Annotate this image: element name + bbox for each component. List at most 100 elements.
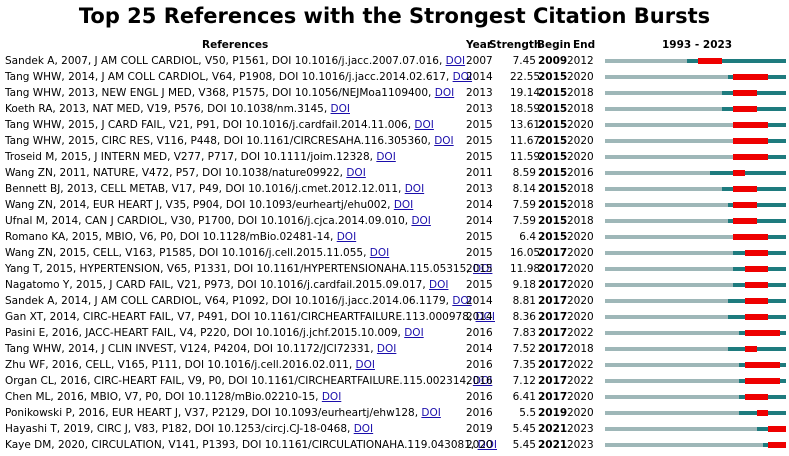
doi-link[interactable]: DOI — [421, 407, 441, 419]
doi-link[interactable]: DOI — [472, 263, 493, 275]
table-row: Sandek A, 2014, J AM COLL CARDIOL, V64, … — [0, 293, 789, 309]
doi-link[interactable]: DOI — [353, 423, 374, 435]
reference-text: Chen ML, 2016, MBIO, V7, P0, DOI 10.1128… — [5, 389, 341, 405]
doi-link[interactable]: DOI — [411, 215, 431, 227]
strength-cell: 7.59 — [512, 215, 536, 227]
burst-bar — [733, 234, 769, 240]
doi-link[interactable]: DOI — [404, 327, 424, 339]
timeline-pre-publication — [605, 251, 734, 255]
timeline-active-period — [727, 347, 786, 351]
begin-cell: 2015 — [538, 199, 568, 211]
doi-link[interactable]: DOI — [376, 151, 396, 163]
table-row: Ufnal M, 2014, CAN J CARDIOL, V30, P1700… — [0, 213, 789, 229]
year-cell: 2015 — [466, 119, 493, 131]
doi-link[interactable]: DOI — [369, 247, 390, 259]
timeline-pre-publication — [605, 411, 740, 415]
header-timeline-range: 1993 - 2023 — [662, 39, 733, 51]
doi-link[interactable]: DOI — [393, 199, 414, 211]
reference-citation: Organ CL, 2016, CIRC-HEART FAIL, V9, P0,… — [5, 375, 473, 387]
strength-cell: 7.59 — [512, 199, 536, 211]
strength-cell: 7.12 — [512, 375, 536, 387]
burst-bar — [745, 266, 769, 272]
table-row: Tang WHW, 2015, CIRC RES, V116, P448, DO… — [0, 133, 789, 149]
table-row: Tang WHW, 2013, NEW ENGL J MED, V368, P1… — [0, 85, 789, 101]
doi-link[interactable]: DOI — [346, 167, 366, 179]
begin-cell: 2017 — [538, 311, 568, 323]
burst-timeline — [605, 138, 786, 144]
table-row: Organ CL, 2016, CIRC-HEART FAIL, V9, P0,… — [0, 373, 789, 389]
year-cell: 2014 — [466, 343, 493, 355]
timeline-pre-publication — [605, 315, 728, 319]
doi-link[interactable]: DOI — [321, 391, 342, 403]
end-cell: 2018 — [567, 343, 594, 355]
strength-cell: 5.5 — [519, 407, 536, 419]
timeline-pre-publication — [605, 123, 734, 127]
doi-link[interactable]: DOI — [472, 375, 493, 387]
doi-link[interactable]: DOI — [376, 343, 397, 355]
doi-link[interactable]: DOI — [452, 71, 473, 83]
doi-link[interactable]: DOI — [414, 119, 434, 131]
doi-link[interactable]: DOI — [434, 87, 455, 99]
reference-citation: Tang WHW, 2015, J CARD FAIL, V21, P91, D… — [5, 119, 415, 131]
end-cell: 2020 — [567, 135, 594, 147]
doi-link[interactable]: DOI — [429, 279, 449, 291]
strength-cell: 11.59 — [510, 151, 541, 163]
reference-text: Zhu WF, 2016, CELL, V165, P111, DOI 10.1… — [5, 357, 375, 373]
table-row: Zhu WF, 2016, CELL, V165, P111, DOI 10.1… — [0, 357, 789, 373]
timeline-pre-publication — [605, 219, 728, 223]
strength-cell: 6.41 — [512, 391, 536, 403]
burst-timeline — [605, 410, 786, 416]
doi-link[interactable]: DOI — [475, 311, 495, 323]
burst-bar — [733, 154, 769, 160]
begin-cell: 2017 — [538, 247, 568, 259]
timeline-pre-publication — [605, 75, 728, 79]
year-cell: 2014 — [466, 215, 493, 227]
begin-cell: 2021 — [538, 439, 568, 451]
table-row: Koeth RA, 2013, NAT MED, V19, P576, DOI … — [0, 101, 789, 117]
doi-link[interactable]: DOI — [330, 103, 350, 115]
table-row: Bennett BJ, 2013, CELL METAB, V17, P49, … — [0, 181, 789, 197]
timeline-active-period — [727, 219, 786, 223]
year-cell: 2020 — [466, 439, 493, 451]
burst-timeline — [605, 282, 786, 288]
end-cell: 2016 — [567, 167, 594, 179]
burst-bar — [733, 74, 769, 80]
timeline-active-period — [686, 59, 786, 63]
timeline-pre-publication — [605, 139, 734, 143]
burst-bar — [745, 394, 769, 400]
table-row: Nagatomo Y, 2015, J CARD FAIL, V21, P973… — [0, 277, 789, 293]
doi-link[interactable]: DOI — [452, 295, 472, 307]
reference-citation: Tang WHW, 2014, J CLIN INVEST, V124, P42… — [5, 343, 377, 355]
begin-cell: 2015 — [538, 215, 568, 227]
doi-link[interactable]: DOI — [355, 359, 375, 371]
timeline-pre-publication — [605, 299, 728, 303]
year-cell: 2011 — [466, 167, 493, 179]
begin-cell: 2017 — [538, 391, 568, 403]
reference-citation: Tang WHW, 2014, J AM COLL CARDIOL, V64, … — [5, 71, 453, 83]
doi-link[interactable]: DOI — [404, 183, 425, 195]
reference-text: Pasini E, 2016, JACC-HEART FAIL, V4, P22… — [5, 325, 424, 341]
reference-text: Kaye DM, 2020, CIRCULATION, V141, P1393,… — [5, 437, 497, 453]
burst-bar — [733, 106, 757, 112]
timeline-pre-publication — [605, 427, 757, 431]
burst-bar — [733, 138, 769, 144]
table-row: Hayashi T, 2019, CIRC J, V83, P182, DOI … — [0, 421, 789, 437]
doi-link[interactable]: DOI — [477, 439, 498, 451]
doi-link[interactable]: DOI — [336, 231, 357, 243]
header-end: End — [573, 39, 596, 51]
end-cell: 2018 — [567, 183, 594, 195]
begin-cell: 2015 — [538, 167, 568, 179]
strength-cell: 7.83 — [512, 327, 536, 339]
burst-timeline — [605, 170, 786, 176]
timeline-pre-publication — [605, 379, 740, 383]
year-cell: 2013 — [466, 103, 493, 115]
timeline-pre-publication — [605, 155, 734, 159]
reference-citation: Tang WHW, 2015, CIRC RES, V116, P448, DO… — [5, 135, 435, 147]
strength-cell: 8.59 — [512, 167, 536, 179]
begin-cell: 2019 — [538, 407, 568, 419]
end-cell: 2012 — [567, 55, 594, 67]
reference-citation: Pasini E, 2016, JACC-HEART FAIL, V4, P22… — [5, 327, 405, 339]
doi-link[interactable]: DOI — [445, 55, 466, 67]
doi-link[interactable]: DOI — [434, 135, 454, 147]
end-cell: 2022 — [567, 375, 594, 387]
